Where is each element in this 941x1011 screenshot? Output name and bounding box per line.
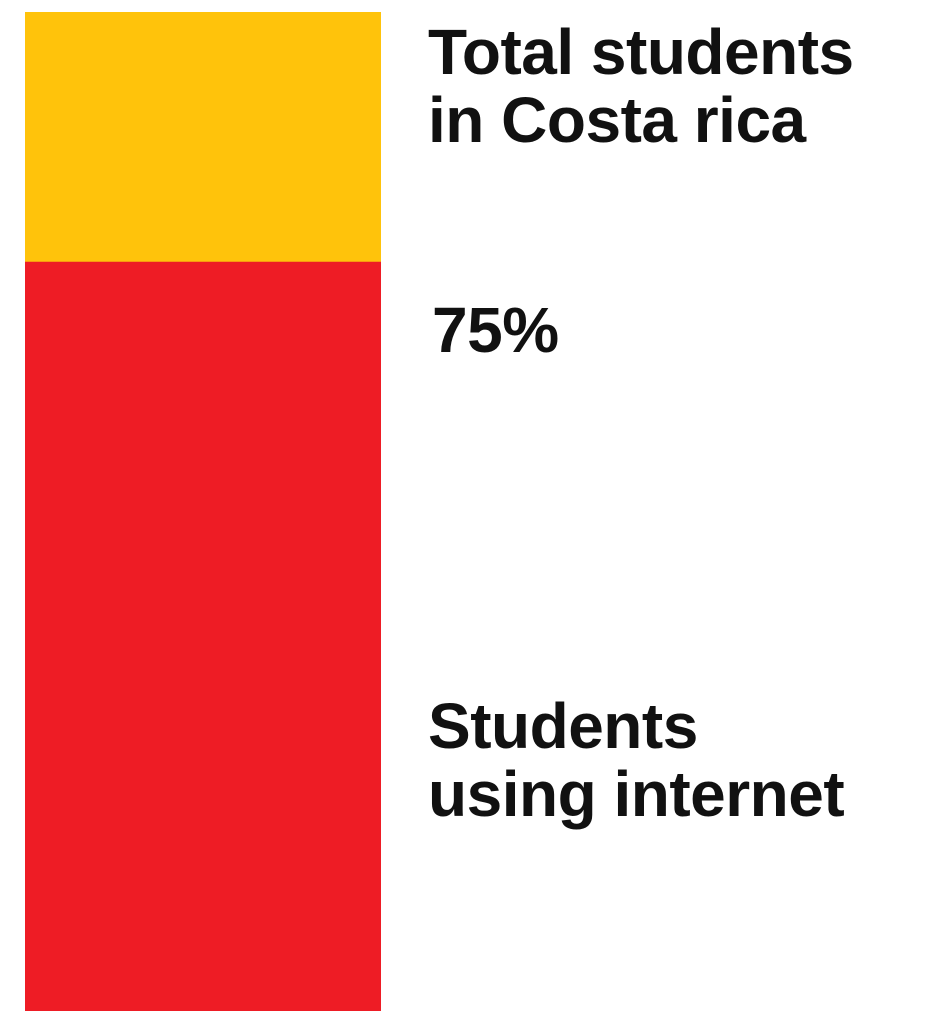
bar-students-using-internet xyxy=(25,261,381,1011)
percentage-label: 75% xyxy=(432,294,559,366)
label-total-students: Total students in Costa rica xyxy=(428,16,854,156)
label-students-using-internet: Students using internet xyxy=(428,690,845,830)
